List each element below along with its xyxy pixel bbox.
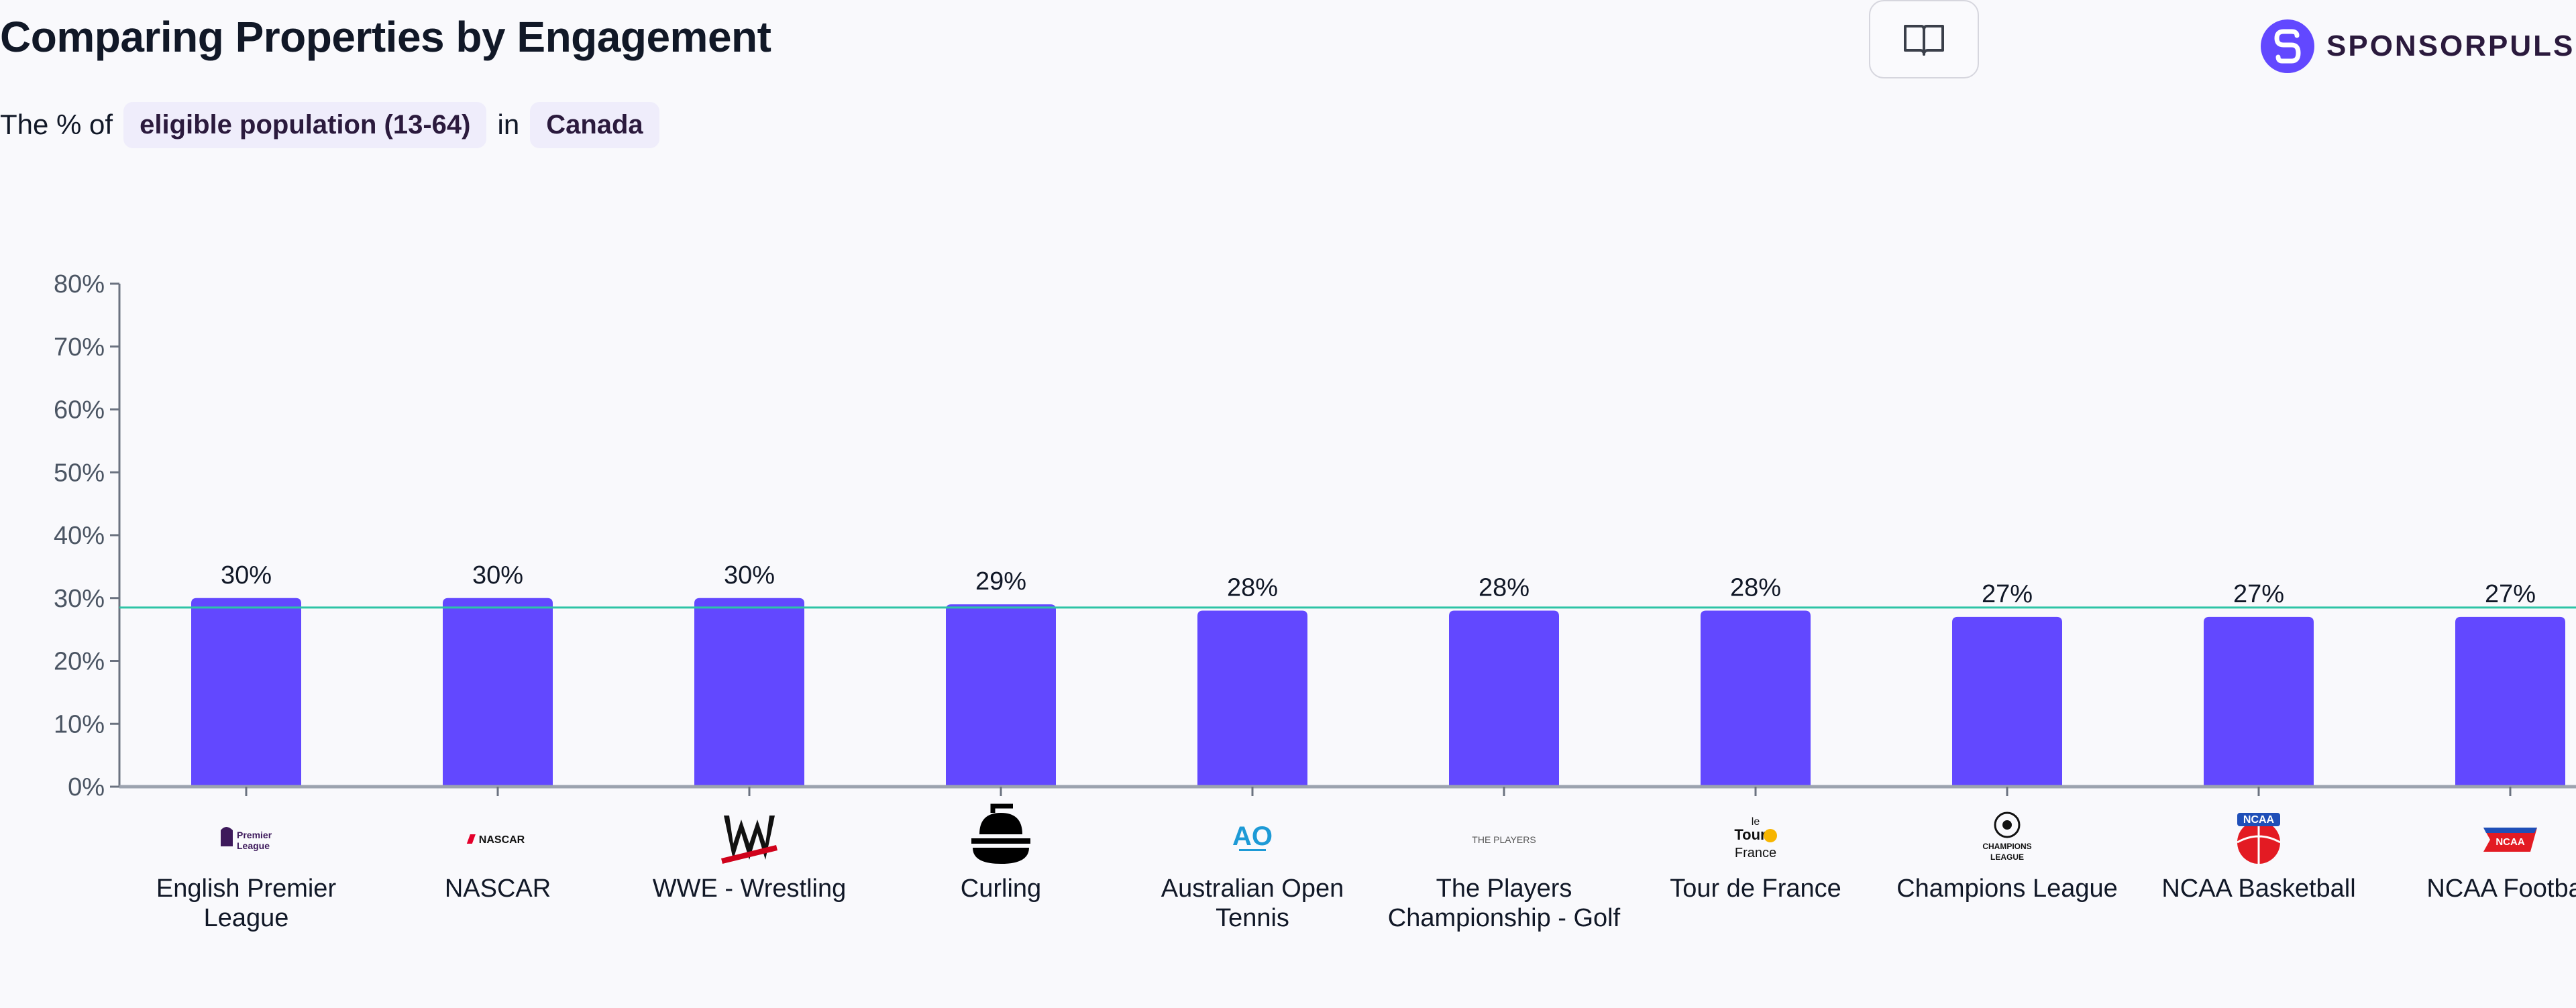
y-axis: 0% 10% 20% 30% 40% 50% 60% 70% 80% [54, 270, 121, 801]
bar[interactable] [946, 604, 1056, 787]
subtitle-prefix: The % of [0, 109, 113, 140]
svg-text:THE PLAYERS: THE PLAYERS [1472, 834, 1536, 845]
x-axis [119, 785, 2576, 796]
category-label: Tour de France [1670, 875, 1841, 903]
svg-text:LEAGUE: LEAGUE [1990, 852, 2024, 862]
category-label: NCAA Football [2426, 875, 2576, 903]
bar-value-label: 27% [2233, 580, 2284, 608]
category-label: Champions League [1896, 875, 2118, 903]
category-label: League [204, 904, 289, 932]
svg-text:CHAMPIONS: CHAMPIONS [1982, 842, 2031, 851]
australian-open-logo-icon: AO [1232, 822, 1273, 851]
bar[interactable] [2455, 616, 2565, 787]
bar-value-label: 30% [221, 561, 272, 590]
subtitle: The % of eligible population (13-64) in … [0, 99, 659, 150]
y-tick-label: 40% [54, 522, 105, 550]
sponsorpulse-logo-icon [2261, 19, 2314, 73]
bar[interactable] [694, 598, 804, 787]
nascar-logo-icon: NASCAR [466, 834, 525, 846]
the-players-logo-icon: THE PLAYERS [1472, 834, 1536, 845]
svg-text:France: France [1735, 846, 1776, 860]
svg-text:Tour: Tour [1734, 826, 1766, 843]
svg-text:AO: AO [1232, 822, 1273, 851]
y-tick-label: 30% [54, 585, 105, 613]
svg-text:League: League [237, 840, 270, 851]
svg-text:le: le [1752, 816, 1760, 828]
category-label: NCAA Basketball [2161, 875, 2355, 903]
bar-value-label: 30% [472, 561, 523, 590]
svg-text:Premier: Premier [237, 830, 272, 840]
bar-value-label: 30% [724, 561, 775, 590]
bar-value-label: 28% [1227, 574, 1278, 602]
category-label: English Premier [156, 875, 337, 903]
bars [191, 598, 2565, 787]
y-tick-label: 60% [54, 396, 105, 425]
y-tick-label: 10% [54, 710, 105, 738]
y-tick-label: 50% [54, 459, 105, 487]
category-label: Tennis [1216, 904, 1289, 932]
bar[interactable] [191, 598, 301, 787]
category-label: Australian Open [1161, 875, 1344, 903]
svg-text:NASCAR: NASCAR [479, 834, 525, 846]
y-tick-label: 70% [54, 333, 105, 361]
category-label: Championship - Golf [1388, 904, 1621, 932]
bar-value-label: 28% [1730, 574, 1781, 602]
wwe-logo-icon [721, 816, 777, 864]
page-title: Comparing Properties by Engagement [0, 13, 771, 61]
book-open-icon [1904, 24, 1944, 56]
bar-value-label: 27% [2485, 580, 2536, 608]
y-tick-label: 80% [54, 270, 105, 298]
bar-value-labels: 30% 30% 30% 29% 28% 28% 28% 27% 27% 27% [221, 561, 2536, 608]
svg-text:NCAA: NCAA [2496, 836, 2524, 848]
curling-stone-icon [971, 803, 1030, 864]
ncaa-basketball-logo-icon: NCAA [2237, 813, 2281, 864]
bar[interactable] [1952, 616, 2062, 787]
ncaa-football-logo-icon: NCAA [2483, 828, 2537, 852]
bar[interactable] [1197, 610, 1307, 787]
bar-value-label: 28% [1479, 574, 1529, 602]
svg-text:NCAA: NCAA [2243, 814, 2275, 826]
region-selector[interactable]: Canada [530, 101, 659, 148]
y-tick-label: 20% [54, 648, 105, 676]
brand: SPONSORPULSE [2261, 17, 2576, 75]
guide-button[interactable] [1869, 0, 1979, 78]
y-tick-label: 0% [68, 773, 105, 801]
bar-value-label: 29% [975, 567, 1026, 596]
category-label: NASCAR [445, 875, 551, 903]
bar[interactable] [1449, 610, 1559, 787]
category-label: The Players [1436, 875, 1572, 903]
brand-name: SPONSORPULSE [2326, 30, 2576, 62]
bar[interactable] [1701, 610, 1811, 787]
bar-value-label: 27% [1982, 580, 2033, 608]
bar[interactable] [2204, 616, 2314, 787]
metric-selector[interactable]: eligible population (13-64) [123, 101, 487, 148]
bar[interactable] [443, 598, 553, 787]
subtitle-mid: in [497, 109, 520, 140]
category-label: Curling [961, 875, 1041, 903]
category-label: WWE - Wrestling [653, 875, 847, 903]
